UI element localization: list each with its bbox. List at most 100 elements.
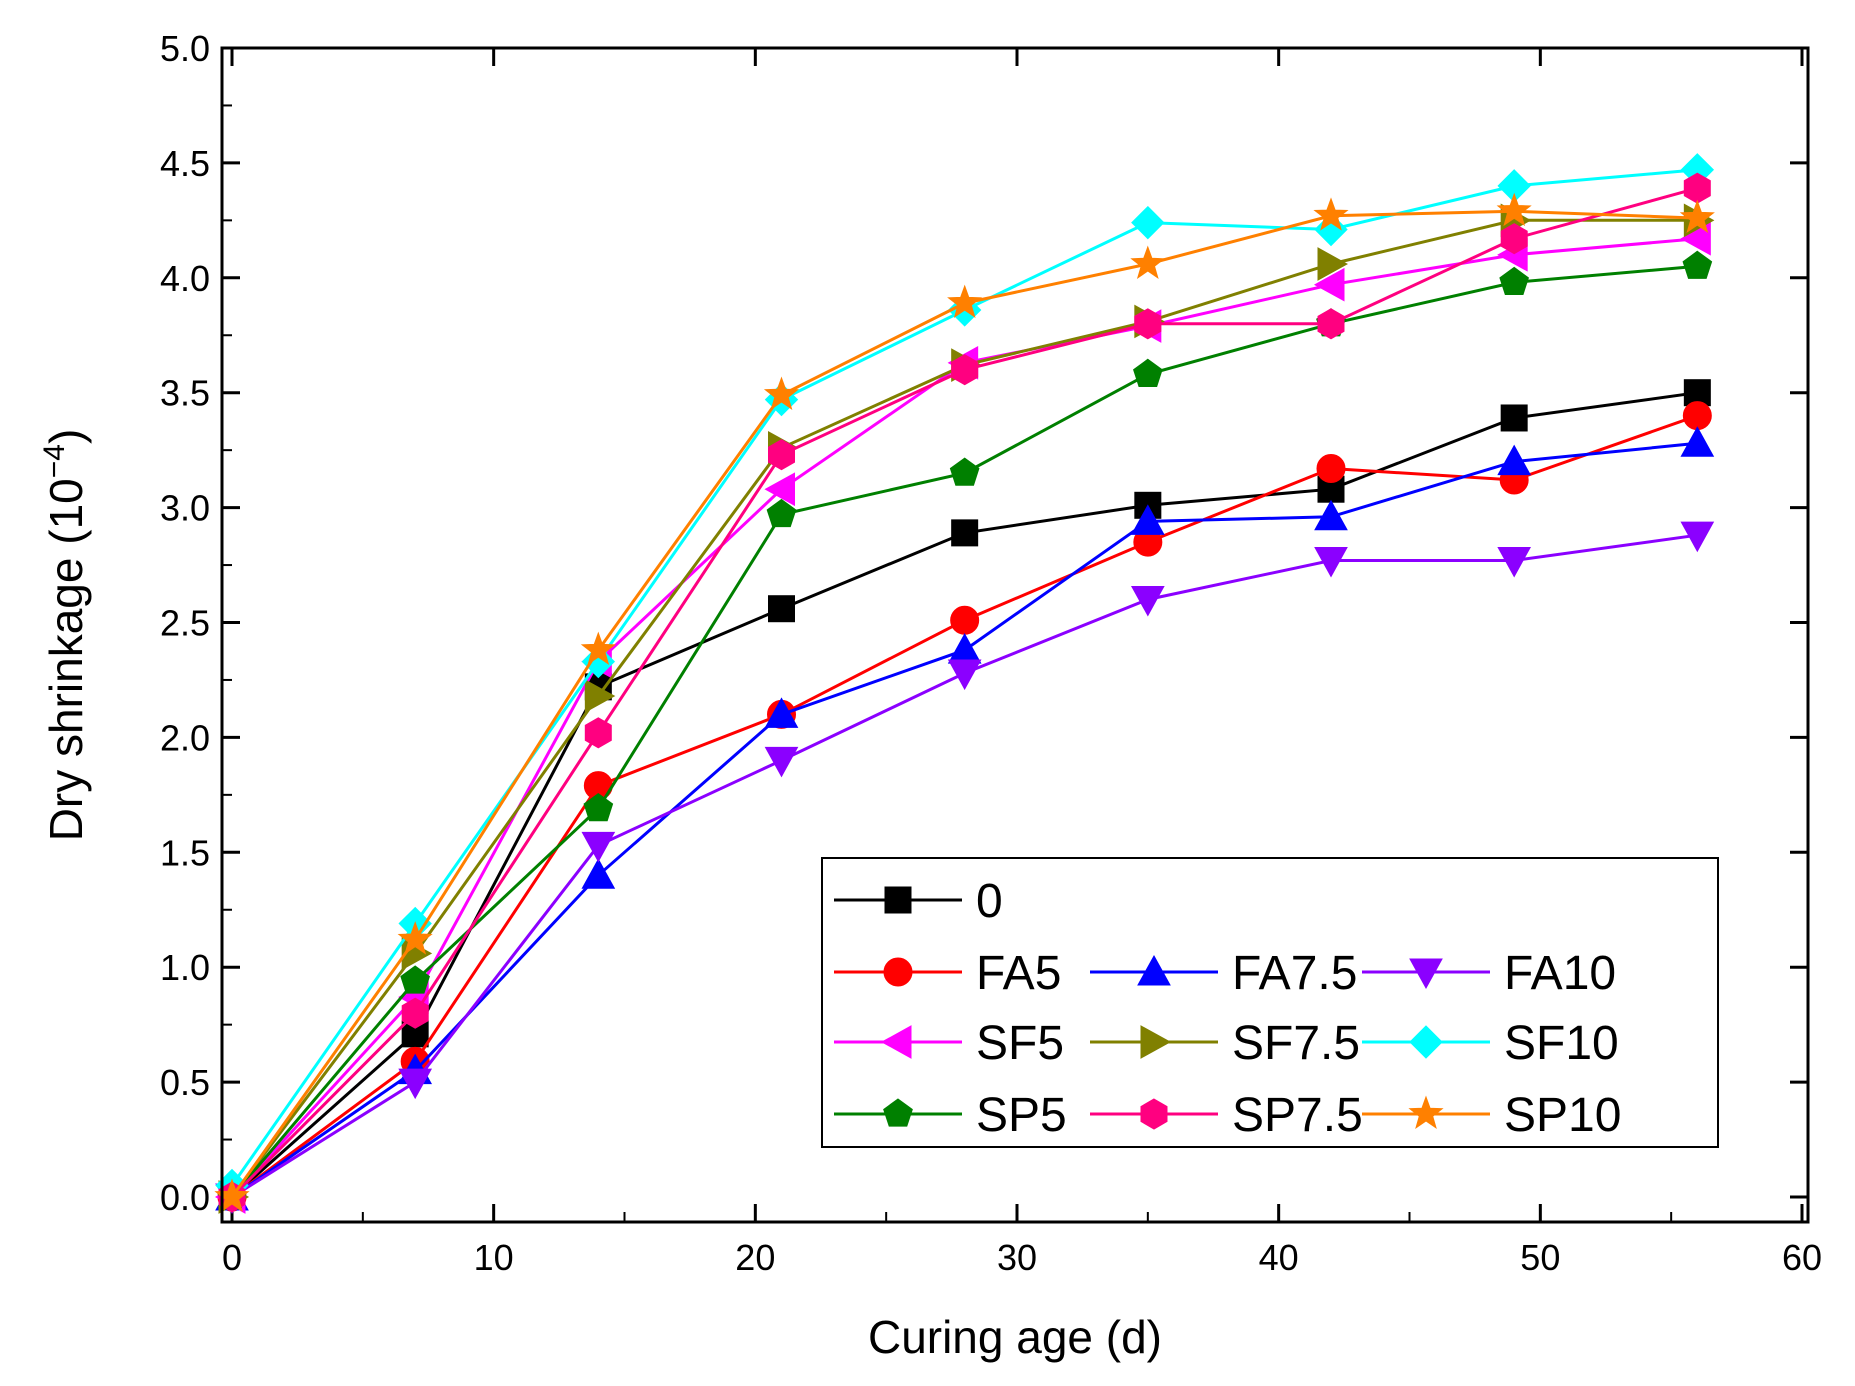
data-point-sp7-5 bbox=[1317, 308, 1345, 340]
data-point-fa5 bbox=[950, 605, 980, 635]
y-tick-label: 3.5 bbox=[160, 373, 210, 414]
data-point-sp10 bbox=[1130, 245, 1166, 279]
data-point-sp10 bbox=[763, 376, 800, 410]
legend-marker-sf5 bbox=[880, 1025, 912, 1059]
data-point-sf10 bbox=[1131, 205, 1165, 240]
data-point-fa10 bbox=[1680, 521, 1715, 553]
data-point-sp7-5 bbox=[401, 997, 429, 1029]
legend-label: SP7.5 bbox=[1232, 1089, 1363, 1142]
data-point-sp5 bbox=[949, 457, 980, 486]
legend-entry-0: 0 bbox=[834, 875, 1003, 928]
data-point-fa7-5 bbox=[947, 633, 982, 664]
legend-label: FA10 bbox=[1504, 947, 1616, 1000]
data-point-sp10 bbox=[1313, 197, 1349, 231]
legend-marker-fa10 bbox=[1409, 958, 1443, 990]
data-point-fa7-5 bbox=[1497, 444, 1532, 476]
data-point-fa10 bbox=[581, 831, 616, 863]
x-tick-label: 0 bbox=[222, 1237, 242, 1278]
legend-marker-fa5 bbox=[883, 957, 913, 987]
legend-entry-sp10: SP10 bbox=[1362, 1089, 1621, 1142]
legend-entry-fa5: FA5 bbox=[834, 947, 1061, 1000]
y-tick-label: 1.0 bbox=[160, 947, 210, 988]
legend-label: SP5 bbox=[976, 1089, 1067, 1142]
y-tick-label: 5.0 bbox=[160, 28, 210, 69]
data-point-0 bbox=[768, 595, 795, 623]
y-tick-label: 0.0 bbox=[160, 1177, 210, 1218]
legend-marker-sp5 bbox=[883, 1098, 913, 1127]
axis-ticks bbox=[222, 46, 1808, 1222]
y-tick-label: 3.0 bbox=[160, 488, 210, 529]
y-tick-label: 2.5 bbox=[160, 603, 210, 644]
data-point-0 bbox=[401, 1020, 429, 1048]
x-tick-label: 60 bbox=[1782, 1237, 1822, 1278]
data-point-sp7-5 bbox=[1134, 308, 1162, 340]
legend-entry-sf7-5: SF7.5 bbox=[1090, 1017, 1360, 1070]
legend-marker-fa7-5 bbox=[1137, 954, 1171, 986]
data-point-sf5 bbox=[764, 472, 795, 507]
data-point-sp5 bbox=[1133, 358, 1163, 387]
series-sp10 bbox=[214, 192, 1715, 1212]
data-point-sp10 bbox=[1679, 199, 1715, 233]
series-sp5 bbox=[217, 250, 1713, 1210]
data-point-sp7-5 bbox=[1500, 223, 1528, 255]
x-tick-label: 50 bbox=[1520, 1237, 1560, 1278]
y-axis-title: Dry shrinkage (10−4) bbox=[38, 429, 92, 842]
x-tick-label: 10 bbox=[474, 1237, 514, 1278]
legend-marker-sf10 bbox=[1409, 1025, 1443, 1059]
data-point-sf7-5 bbox=[1317, 247, 1349, 281]
legend-label: SF10 bbox=[1504, 1017, 1619, 1070]
data-point-fa10 bbox=[1497, 546, 1532, 578]
data-point-sf7-5 bbox=[584, 679, 616, 713]
series-fa10 bbox=[215, 521, 1715, 1215]
y-axis-title-main: Dry shrinkage (10 bbox=[40, 478, 92, 841]
data-point-sp5 bbox=[1682, 250, 1713, 279]
data-point-sp7-5 bbox=[768, 439, 795, 471]
legend-label: FA5 bbox=[976, 947, 1061, 1000]
data-point-0 bbox=[1500, 404, 1528, 432]
tick-labels: 0.0 0.5 1.0 1.5 2.0 2.5 3.0 3.5 4.0 4.5 5.0 0 10 20 30… bbox=[160, 28, 1822, 1278]
data-point-fa7-5 bbox=[1130, 504, 1165, 535]
y-tick-label: 1.5 bbox=[160, 832, 210, 873]
plot-frame bbox=[220, 46, 1810, 1224]
legend-label: 0 bbox=[976, 875, 1003, 928]
legend-label: FA7.5 bbox=[1232, 947, 1357, 1000]
x-tick-label: 40 bbox=[1259, 1237, 1299, 1278]
legend-entry-sp5: SP5 bbox=[834, 1089, 1067, 1142]
data-point-sp5 bbox=[400, 965, 430, 994]
legend-label: SF7.5 bbox=[1232, 1017, 1360, 1070]
y-axis-title-close: ) bbox=[40, 429, 92, 444]
x-tick-label: 30 bbox=[997, 1237, 1037, 1278]
data-point-sp5 bbox=[583, 792, 614, 822]
data-point-sp7-5 bbox=[584, 717, 612, 749]
data-point-fa10 bbox=[947, 659, 982, 691]
y-tick-label: 2.0 bbox=[160, 717, 210, 758]
legend-entry-fa10: FA10 bbox=[1362, 947, 1616, 1000]
data-point-sp10 bbox=[214, 1178, 250, 1212]
legend-label: SP10 bbox=[1504, 1089, 1621, 1142]
data-point-sp10 bbox=[580, 631, 616, 665]
data-point-fa10 bbox=[764, 746, 799, 778]
data-point-fa5 bbox=[1682, 401, 1712, 431]
data-point-sp10 bbox=[397, 921, 433, 955]
data-point-fa10 bbox=[1130, 586, 1165, 617]
x-tick-label: 20 bbox=[735, 1237, 775, 1278]
data-point-fa7-5 bbox=[764, 697, 799, 728]
y-tick-label: 4.0 bbox=[160, 258, 210, 299]
data-point-fa7-5 bbox=[1680, 426, 1715, 457]
data-point-sp7-5 bbox=[1683, 172, 1711, 204]
data-point-sf5 bbox=[1313, 267, 1345, 302]
legend-marker-sf7-5 bbox=[1140, 1025, 1172, 1059]
data-point-fa7-5 bbox=[1314, 499, 1348, 531]
legend-entry-sp7-5: SP7.5 bbox=[1090, 1089, 1363, 1142]
data-point-fa5 bbox=[1316, 454, 1346, 484]
legend-box bbox=[821, 857, 1719, 1148]
legend-entry-sf10: SF10 bbox=[1362, 1017, 1619, 1070]
legend-marker-sp7-5 bbox=[1140, 1098, 1168, 1130]
y-axis-title-exponent: −4 bbox=[38, 444, 71, 478]
legend-entry-fa7-5: FA7.5 bbox=[1090, 947, 1357, 1000]
data-point-0 bbox=[951, 519, 979, 547]
y-tick-label: 0.5 bbox=[160, 1062, 210, 1103]
legend-label: SF5 bbox=[976, 1017, 1064, 1070]
data-point-sp10 bbox=[947, 284, 983, 318]
